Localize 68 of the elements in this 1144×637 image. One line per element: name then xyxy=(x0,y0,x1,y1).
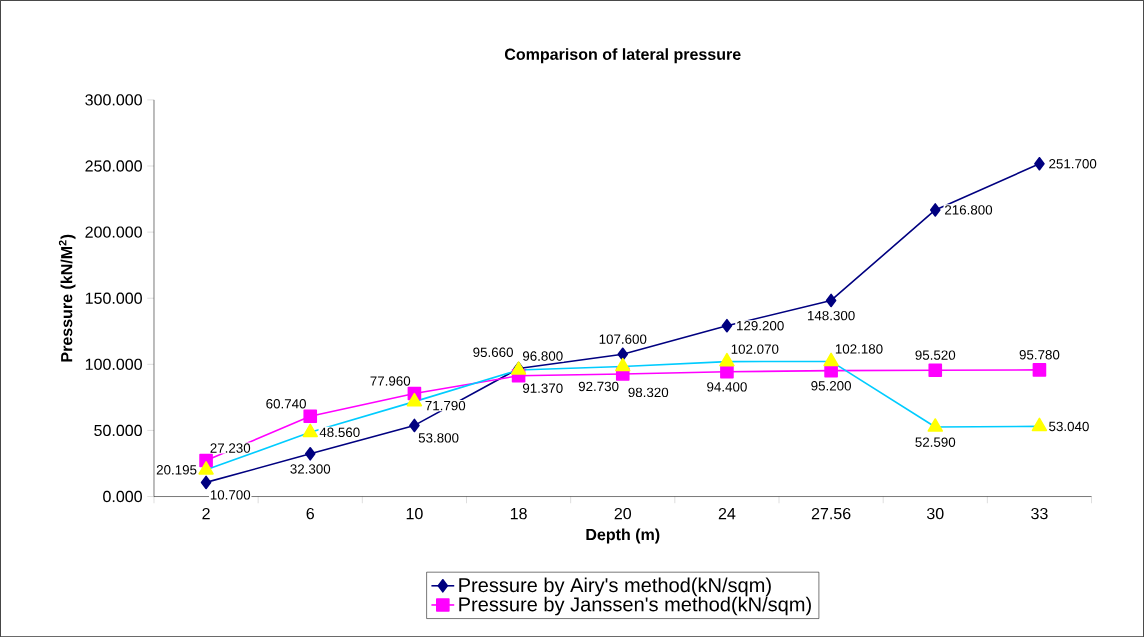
data-label: 102.180 xyxy=(835,344,883,354)
x-tick-label: 18 xyxy=(510,507,527,520)
data-label: 77.960 xyxy=(370,376,411,386)
data-label: 92.730 xyxy=(578,381,619,392)
data-label: 27.230 xyxy=(210,443,251,453)
point xyxy=(720,364,734,379)
point xyxy=(927,418,944,432)
point xyxy=(719,352,735,367)
data-label: 48.560 xyxy=(319,427,360,437)
legend-label: Pressure by Airy's method(kN/sqm) xyxy=(459,577,771,597)
data-label: 52.590 xyxy=(915,437,956,447)
y-tick-label: 300.000 xyxy=(85,94,142,106)
data-label: 53.800 xyxy=(418,433,459,443)
point xyxy=(198,460,214,475)
point xyxy=(302,423,318,438)
y-tick-label: 50.000 xyxy=(94,424,142,437)
chart-title: Comparison of lateral pressure xyxy=(504,48,741,64)
point xyxy=(929,203,941,217)
data-label: 94.400 xyxy=(707,382,747,392)
x-tick-label: 6 xyxy=(306,507,314,520)
point xyxy=(615,357,631,372)
data-label: 98.320 xyxy=(628,387,669,398)
data-label: 251.700 xyxy=(1049,158,1097,169)
x-tick-label: 10 xyxy=(406,507,423,520)
data-label: 60.740 xyxy=(266,398,306,409)
data-label: 71.790 xyxy=(425,400,466,411)
x-tick-label: 30 xyxy=(926,507,944,520)
point xyxy=(1034,156,1045,171)
point xyxy=(721,318,733,333)
data-label: 148.300 xyxy=(807,310,855,321)
data-label: 216.800 xyxy=(945,205,993,215)
y-axis-title: Pressure (kN/M$^{2}$) xyxy=(58,234,76,362)
y-tick-label: 150.000 xyxy=(85,292,142,304)
x-tick-label: 33 xyxy=(1031,507,1048,520)
data-label: 129.200 xyxy=(737,320,784,331)
point xyxy=(825,293,837,308)
data-label: 95.660 xyxy=(473,347,513,357)
x-tick-label: 27.56 xyxy=(811,507,851,520)
y-tick-label: 200.000 xyxy=(85,226,142,238)
point xyxy=(617,347,629,362)
point xyxy=(1032,363,1047,377)
point xyxy=(1031,417,1048,432)
data-label: 102.070 xyxy=(731,344,779,354)
legend-label: Pressure by Janssen's method(kN/sqm) xyxy=(459,596,811,616)
y-tick-label: 250.000 xyxy=(85,160,142,172)
data-label: 95.520 xyxy=(915,350,956,360)
point xyxy=(303,409,318,423)
x-tick-label: 20 xyxy=(614,507,632,520)
y-tick-label: 100.000 xyxy=(85,358,142,370)
data-label: 96.800 xyxy=(522,351,563,361)
data-label: 53.040 xyxy=(1049,421,1089,432)
data-label: 95.200 xyxy=(811,381,851,391)
point xyxy=(200,475,212,490)
point xyxy=(928,363,943,377)
point xyxy=(823,352,839,367)
x-axis-title: Depth (m) xyxy=(586,528,660,544)
point xyxy=(406,392,423,407)
data-label: 20.195 xyxy=(156,465,197,475)
x-tick-label: 2 xyxy=(202,507,210,520)
data-label: 10.700 xyxy=(210,490,251,500)
data-label: 95.780 xyxy=(1019,349,1060,360)
data-label: 107.600 xyxy=(599,334,647,344)
point xyxy=(304,446,316,461)
data-label: 32.300 xyxy=(290,464,331,474)
x-tick-label: 24 xyxy=(718,507,736,520)
y-tick-label: 0.000 xyxy=(103,490,142,503)
point xyxy=(409,418,420,433)
data-label: 91.370 xyxy=(522,383,563,393)
